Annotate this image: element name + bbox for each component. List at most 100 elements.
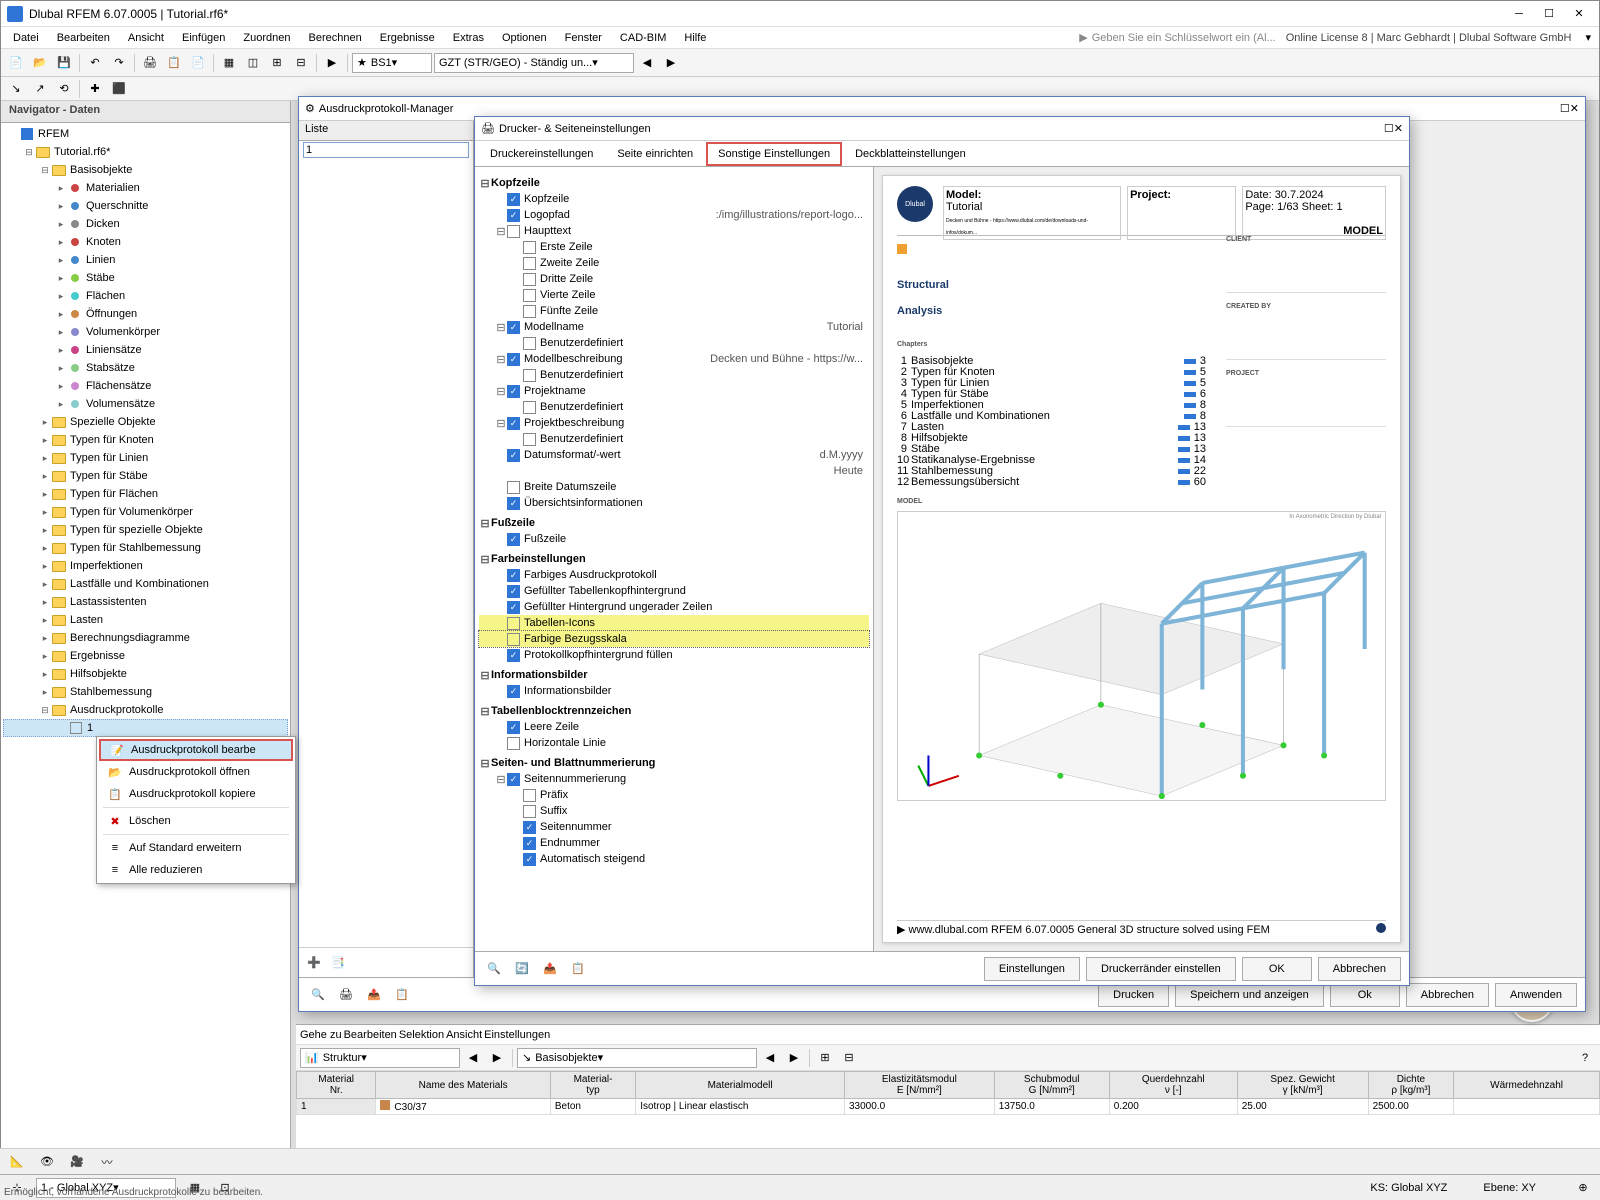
prop-row[interactable]: ⊟Fußzeile xyxy=(479,515,869,531)
menu-ansicht[interactable]: Ansicht xyxy=(120,30,172,46)
table-nav2-left-icon[interactable]: ◀ xyxy=(759,1047,781,1069)
tb-view2-icon[interactable]: ⊞ xyxy=(266,52,288,74)
menu-datei[interactable]: Datei xyxy=(5,30,47,46)
dlg-zoom-icon[interactable]: 🔍 xyxy=(483,958,505,980)
tb-gzt-combo[interactable]: GZT (STR/GEO) - Ständig un... ▾ xyxy=(434,53,634,73)
tb-new-icon[interactable]: 📄 xyxy=(5,52,27,74)
table-header[interactable]: MaterialNr. xyxy=(297,1072,376,1099)
table-header[interactable]: ElastizitätsmodulE [N/mm²] xyxy=(845,1072,995,1099)
tree-row[interactable]: ▸Ergebnisse xyxy=(3,647,288,665)
tree-row[interactable]: ▸Stäbe xyxy=(3,269,288,287)
table-cell[interactable] xyxy=(1454,1099,1600,1115)
tree-row[interactable]: ▸Typen für Linien xyxy=(3,449,288,467)
footer-icon[interactable]: 📤 xyxy=(363,984,385,1006)
cancel-button[interactable]: Abbrechen xyxy=(1406,983,1489,1007)
prop-row[interactable]: Gefüllter Tabellenkopfhintergrund xyxy=(479,583,869,599)
close-button[interactable]: ✕ xyxy=(1565,4,1593,24)
tree-row[interactable]: ▸Typen für Stäbe xyxy=(3,467,288,485)
tb2-icon[interactable]: ↘ xyxy=(5,78,27,100)
tree-row[interactable]: ▸Typen für Stahlbemessung xyxy=(3,539,288,557)
table-header[interactable]: Dichteρ [kg/m³] xyxy=(1368,1072,1454,1099)
table-header[interactable]: Querdehnzahlν [-] xyxy=(1109,1072,1237,1099)
tb-copy-icon[interactable]: 📋 xyxy=(163,52,185,74)
prop-row[interactable]: Informationsbilder xyxy=(479,683,869,699)
tb-redo-icon[interactable]: ↷ xyxy=(108,52,130,74)
tree-row[interactable]: ▸Materialien xyxy=(3,179,288,197)
tree-row[interactable]: ⊟Ausdruckprotokolle xyxy=(3,701,288,719)
tab-cover-settings[interactable]: Deckblatteinstellungen xyxy=(844,143,977,165)
tree-row[interactable]: ▸Typen für Volumenkörper xyxy=(3,503,288,521)
menu-einfuegen[interactable]: Einfügen xyxy=(174,30,233,46)
tree-row[interactable]: ▸Berechnungsdiagramme xyxy=(3,629,288,647)
tree-row[interactable]: ▸Typen für spezielle Objekte xyxy=(3,521,288,539)
ctx-delete[interactable]: ✖Löschen xyxy=(99,810,293,832)
tab-printer-settings[interactable]: Druckereinstellungen xyxy=(479,143,604,165)
prop-row[interactable]: Heute xyxy=(479,463,869,479)
table-struktur-combo[interactable]: 📊 Struktur ▾ xyxy=(300,1048,460,1068)
tree-row[interactable]: ⊟Tutorial.rf6* xyxy=(3,143,288,161)
table-nav-right-icon[interactable]: ▶ xyxy=(486,1047,508,1069)
table-basis-combo[interactable]: ↘ Basisobjekte ▾ xyxy=(517,1048,757,1068)
tb-calc-icon[interactable]: ▶ xyxy=(321,52,343,74)
prop-row[interactable]: Kopfzeile xyxy=(479,191,869,207)
sb-icon[interactable]: ⊕ xyxy=(1572,1177,1594,1199)
ctx-edit-protocol[interactable]: 📝Ausdruckprotokoll bearbe xyxy=(99,739,293,761)
tree-row[interactable]: ▸Stahlbemessung xyxy=(3,683,288,701)
tmenu-view[interactable]: Ansicht xyxy=(446,1029,482,1041)
table-header[interactable]: Material-typ xyxy=(550,1072,635,1099)
table-header[interactable]: Name des Materials xyxy=(376,1072,550,1099)
footer-icon[interactable]: 🖨 xyxy=(335,984,357,1006)
menu-extras[interactable]: Extras xyxy=(445,30,492,46)
table-nav2-right-icon[interactable]: ▶ xyxy=(783,1047,805,1069)
tb-nav-right-icon[interactable]: ▶ xyxy=(660,52,682,74)
tree-row[interactable]: ▸Lastfälle und Kombinationen xyxy=(3,575,288,593)
tb-view1-icon[interactable]: ◫ xyxy=(242,52,264,74)
navigator-tree[interactable]: RFEM⊟Tutorial.rf6*⊟Basisobjekte▸Material… xyxy=(1,123,290,1171)
sb-eye-icon[interactable]: 👁 xyxy=(36,1151,58,1173)
menu-berechnen[interactable]: Berechnen xyxy=(301,30,370,46)
prop-row[interactable]: Benutzerdefiniert xyxy=(479,367,869,383)
prop-row[interactable]: ⊟Kopfzeile xyxy=(479,175,869,191)
prop-row[interactable]: ⊟Projektname xyxy=(479,383,869,399)
prop-row[interactable]: Logopfad:/img/illustrations/report-logo.… xyxy=(479,207,869,223)
table-header[interactable]: SchubmodulG [N/mm²] xyxy=(994,1072,1109,1099)
keyword-search[interactable]: ▶ Geben Sie ein Schlüsselwort ein (Al... xyxy=(1079,31,1276,44)
dlg-maximize-icon[interactable]: ☐ xyxy=(1384,122,1394,135)
menu-bearbeiten[interactable]: Bearbeiten xyxy=(49,30,118,46)
table-cell[interactable]: Beton xyxy=(550,1099,635,1115)
prop-row[interactable]: Zweite Zeile xyxy=(479,255,869,271)
footer-icon[interactable]: 🔍 xyxy=(307,984,329,1006)
tree-row[interactable]: ▸Öffnungen xyxy=(3,305,288,323)
prop-row[interactable]: Protokollkopfhintergrund füllen xyxy=(479,647,869,663)
list-item-input[interactable] xyxy=(299,141,473,159)
prop-row[interactable]: Vierte Zeile xyxy=(479,287,869,303)
tb-undo-icon[interactable]: ↶ xyxy=(84,52,106,74)
tree-row[interactable]: ▸Lastassistenten xyxy=(3,593,288,611)
table-header[interactable]: Spez. Gewichtγ [kN/m³] xyxy=(1237,1072,1368,1099)
tree-row[interactable]: ▸Volumensätze xyxy=(3,395,288,413)
table-cell[interactable]: 33000.0 xyxy=(845,1099,995,1115)
tree-row[interactable]: ▸Typen für Knoten xyxy=(3,431,288,449)
prop-row[interactable]: Endnummer xyxy=(479,835,869,851)
ctx-expand[interactable]: ≡Auf Standard erweitern xyxy=(99,837,293,859)
prop-row[interactable]: ⊟Farbeinstellungen xyxy=(479,551,869,567)
tb-nav-left-icon[interactable]: ◀ xyxy=(636,52,658,74)
table-nav-left-icon[interactable]: ◀ xyxy=(462,1047,484,1069)
table-cell[interactable]: 13750.0 xyxy=(994,1099,1109,1115)
menu-hilfe[interactable]: Hilfe xyxy=(676,30,714,46)
prop-row[interactable]: Breite Datumszeile xyxy=(479,479,869,495)
prop-row[interactable]: Fünfte Zeile xyxy=(479,303,869,319)
tb2-icon[interactable]: ↗ xyxy=(29,78,51,100)
prop-row[interactable]: Benutzerdefiniert xyxy=(479,431,869,447)
apply-button[interactable]: Anwenden xyxy=(1495,983,1577,1007)
ctx-copy-protocol[interactable]: 📋Ausdruckprotokoll kopiere xyxy=(99,783,293,805)
table-help-icon[interactable]: ? xyxy=(1574,1047,1596,1069)
tree-row[interactable]: ▸Typen für Flächen xyxy=(3,485,288,503)
prop-row[interactable]: Farbiges Ausdruckprotokoll xyxy=(479,567,869,583)
table-cell[interactable]: 1 xyxy=(297,1099,376,1115)
table-tool-icon[interactable]: ⊞ xyxy=(814,1047,836,1069)
tb-view3-icon[interactable]: ⊟ xyxy=(290,52,312,74)
table-tool-icon[interactable]: ⊟ xyxy=(838,1047,860,1069)
prop-row[interactable]: ⊟ModellbeschreibungDecken und Bühne - ht… xyxy=(479,351,869,367)
maximize-button[interactable]: ☐ xyxy=(1535,4,1563,24)
